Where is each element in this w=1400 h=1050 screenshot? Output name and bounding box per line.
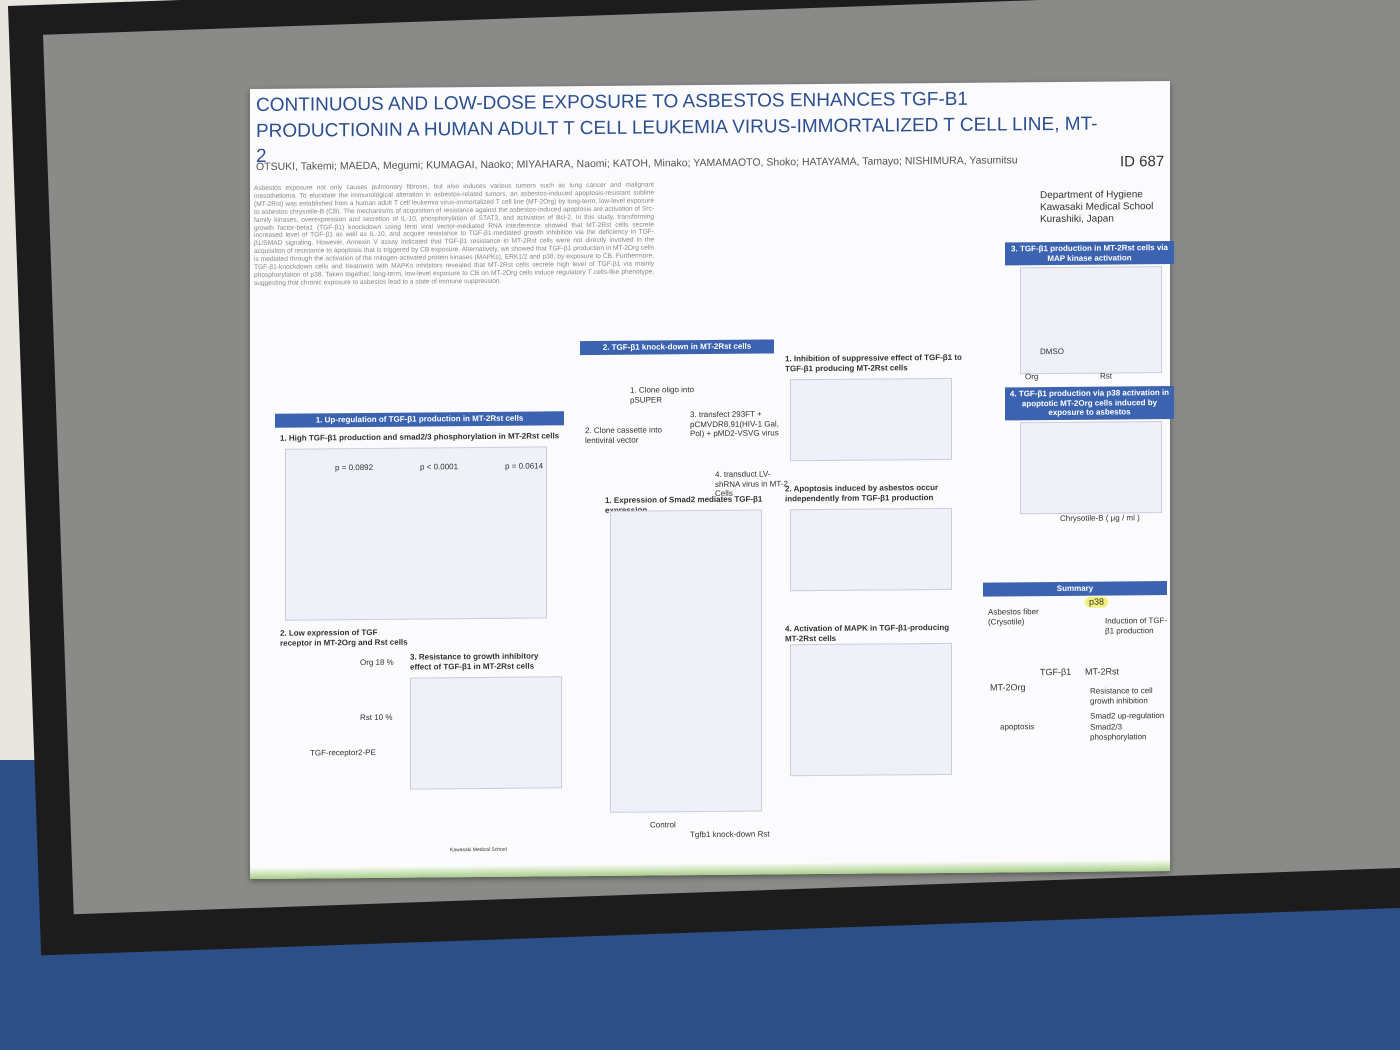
summary-label: MT-2Rst xyxy=(1085,666,1120,677)
subheading: 2. Apoptosis induced by asbestos occur i… xyxy=(785,483,939,503)
figure xyxy=(610,509,762,813)
subheading: 3. Resistance to growth inhibitory effec… xyxy=(410,651,539,672)
figure-label: Org xyxy=(1025,372,1039,382)
affiliation-line: Kawasaki Medical School xyxy=(1040,201,1154,214)
figure xyxy=(1020,266,1162,375)
section-header: 3. TGF-β1 production in MT-2Rst cells vi… xyxy=(1005,240,1174,266)
poster: CONTINUOUS AND LOW-DOSE EXPOSURE TO ASBE… xyxy=(250,80,1174,880)
figure-label: Tgfb1 knock-down Rst xyxy=(690,829,770,840)
figure-label: Control xyxy=(650,820,676,830)
figure xyxy=(285,446,547,621)
subheading: 4. Activation of MAPK in TGF-β1-producin… xyxy=(785,622,950,643)
subheading: 1. Inhibition of suppressive effect of T… xyxy=(785,352,962,373)
section-header: 4. TGF-β1 production via p38 activation … xyxy=(1005,385,1174,421)
figure-label: DMSO xyxy=(1040,346,1064,357)
summary-label: Smad2 up-regulation xyxy=(1090,711,1165,721)
section-header: 2. TGF-β1 knock-down in MT-2Rst cells xyxy=(580,339,774,355)
affiliation: Department of Hygiene Kawasaki Medical S… xyxy=(1040,189,1153,226)
summary-label: apoptosis xyxy=(1000,722,1035,732)
summary-label: p38 xyxy=(1085,596,1109,608)
figure xyxy=(1020,421,1162,515)
summary-label: Smad2/3 phosphorylation xyxy=(1090,722,1147,742)
subheading: 2. Low expression of TGF receptor in MT-… xyxy=(280,627,408,648)
affiliation-line: Kurashiki, Japan xyxy=(1040,213,1114,226)
figure-label: Rst 10 % xyxy=(360,712,393,723)
figure-label: Chrysotile-B ( μg / ml ) xyxy=(1060,513,1140,523)
summary-label: Induction of TGF-β1 production xyxy=(1105,616,1168,636)
figure xyxy=(410,676,562,790)
subheading: 1. High TGF-β1 production and smad2/3 ph… xyxy=(280,431,560,443)
poster-id: ID 687 xyxy=(1120,153,1165,171)
figure-label: Rst xyxy=(1100,371,1112,381)
figure-label: p = 0.0614 xyxy=(505,461,544,471)
step: 2. Clone cassette into lentiviral vector xyxy=(585,425,662,445)
figure-label: p = 0.0892 xyxy=(335,462,374,473)
section-header: 1. Up-regulation of TGF-β1 production in… xyxy=(275,411,564,428)
section-header: Summary xyxy=(983,581,1167,597)
summary-label: Resistance to cell growth inhibition xyxy=(1090,686,1153,706)
step: 3. transfect 293FT + pCMVDR8.91(HIV-1 Ga… xyxy=(690,409,779,439)
figure-label: TGF-receptor2-PE xyxy=(310,747,376,758)
figure-label: Org 18 % xyxy=(360,657,394,668)
figure-label: p < 0.0001 xyxy=(420,462,459,472)
figure xyxy=(790,642,952,777)
figure xyxy=(790,377,952,462)
footer: Kawasaki Medical School xyxy=(450,846,507,854)
summary-label: TGF-β1 xyxy=(1040,666,1072,678)
summary-label: Asbestos fiber (Crysotile) xyxy=(988,607,1039,627)
summary-label: MT-2Org xyxy=(990,682,1026,693)
step: 1. Clone oligo into pSUPER xyxy=(630,385,695,405)
affiliation-line: Department of Hygiene xyxy=(1040,189,1143,202)
abstract: Asbestos exposure not only causes pulmon… xyxy=(254,181,654,287)
figure xyxy=(790,507,952,592)
